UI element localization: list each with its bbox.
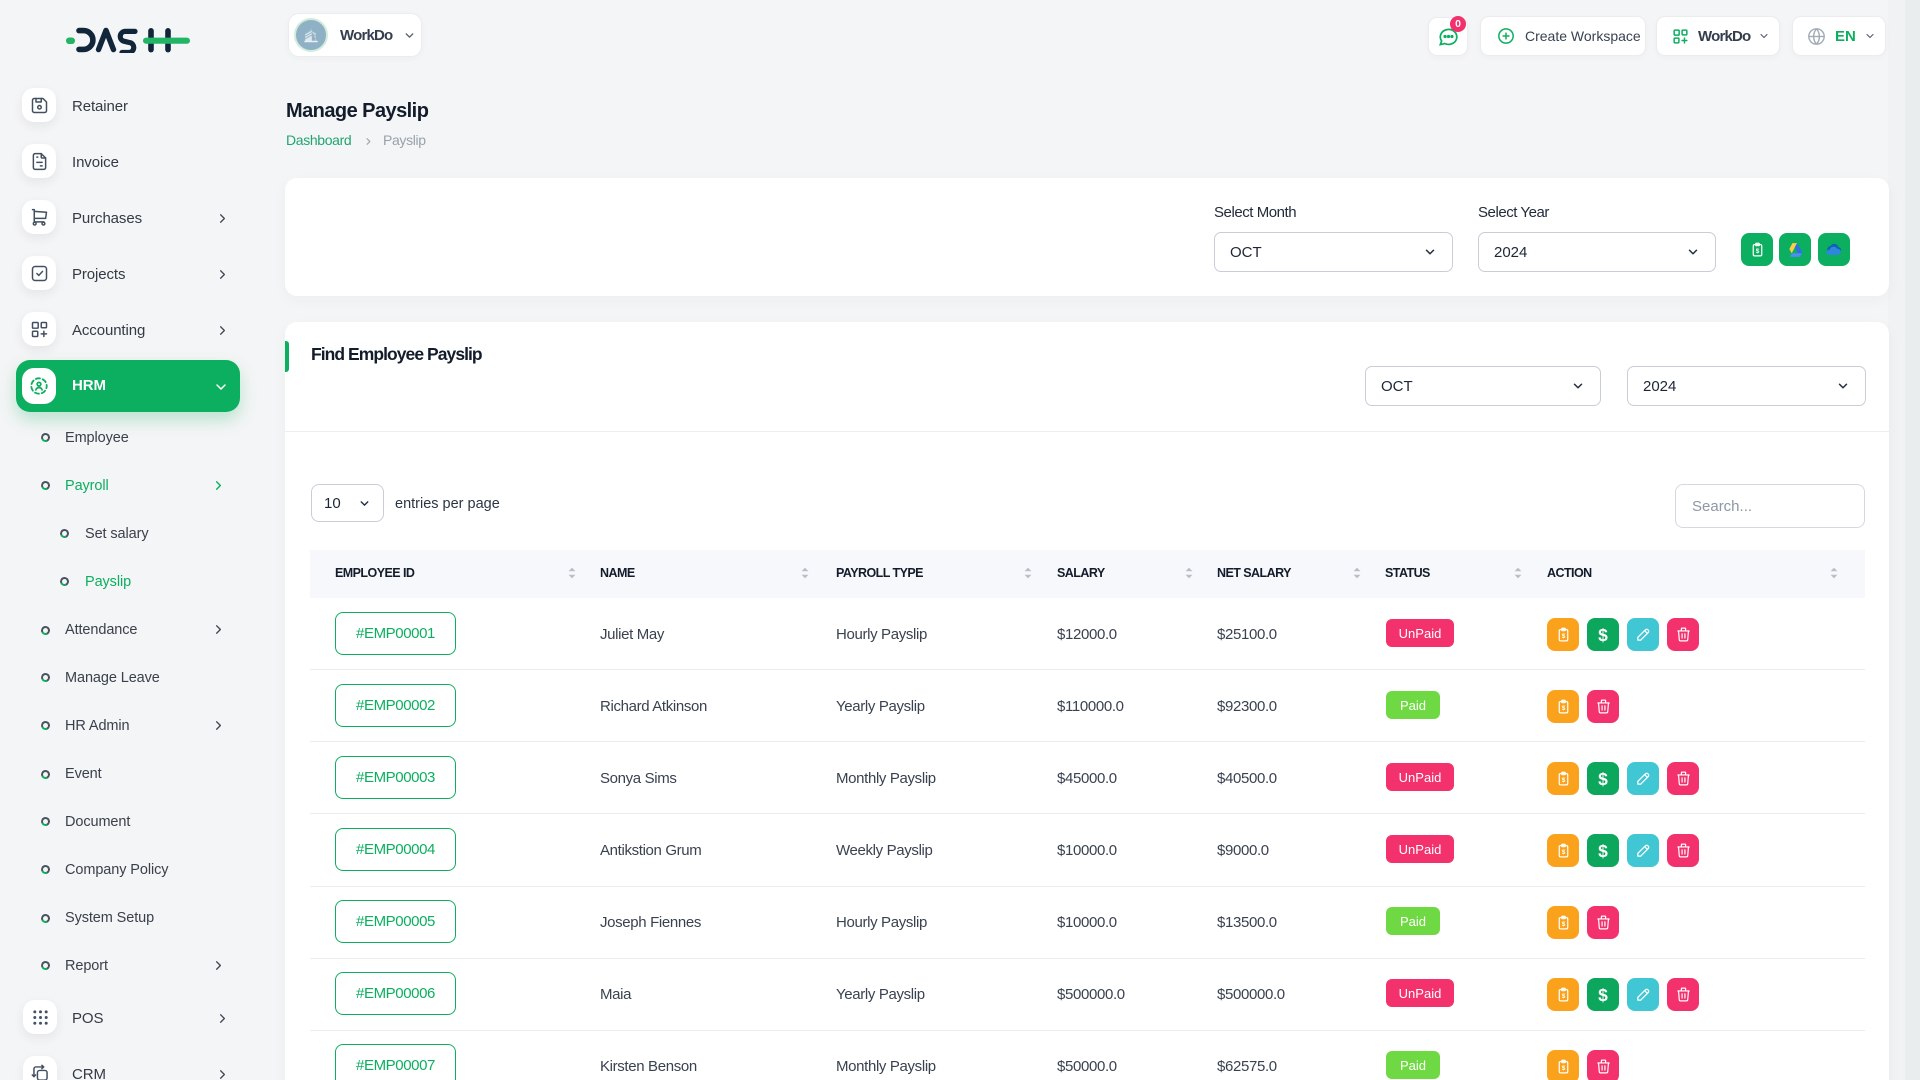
svg-text:$: $ (1755, 248, 1759, 255)
svg-text:$: $ (1561, 849, 1565, 856)
svg-text:$: $ (1561, 993, 1565, 1000)
svg-text:$: $ (1561, 921, 1565, 928)
svg-text:$: $ (1561, 777, 1565, 784)
svg-text:$: $ (1561, 705, 1565, 712)
svg-text:$: $ (1598, 768, 1608, 788)
svg-text:$: $ (1561, 633, 1565, 640)
svg-text:$: $ (1598, 624, 1608, 644)
svg-text:$: $ (1598, 840, 1608, 860)
svg-text:$: $ (1598, 984, 1608, 1004)
svg-text:$: $ (1561, 1065, 1565, 1072)
